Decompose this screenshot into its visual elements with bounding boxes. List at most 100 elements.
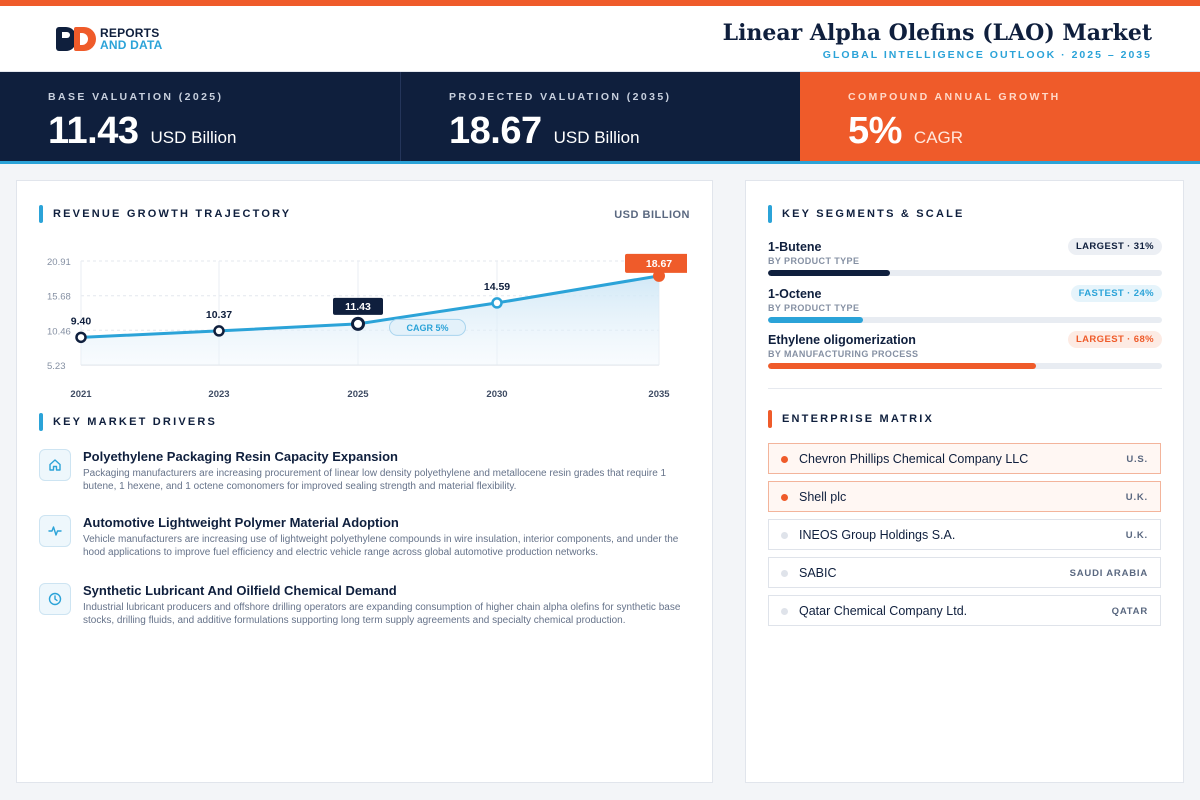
kpi-unit: USD Billion (553, 128, 640, 147)
trajectory-title: REVENUE GROWTH TRAJECTORY (53, 208, 292, 220)
segments-title: KEY SEGMENTS & SCALE (782, 208, 965, 220)
data-point (491, 297, 503, 309)
segment-badge: LARGEST · 31% (1067, 238, 1162, 255)
page-title: Linear Alpha Olefins (LAO) Market (722, 20, 1152, 46)
driver-description: Packaging manufacturers are increasing p… (83, 468, 667, 492)
kpi-band: BASE VALUATION (2025) 11.43 USD Billion … (0, 72, 1200, 164)
driver-item: Polyethylene Packaging Resin Capacity Ex… (39, 449, 694, 507)
data-point (75, 331, 87, 344)
segment-name: Ethylene oligomerization (768, 333, 916, 347)
company-row[interactable]: Shell plc U.K. (768, 481, 1161, 512)
company-row[interactable]: SABIC SAUDI ARABIA (768, 557, 1161, 588)
segment-row: Ethylene oligomerization BY MANUFACTURIN… (768, 331, 1162, 371)
data-label-badge (625, 253, 687, 273)
data-label: 11.43 (345, 301, 371, 313)
company-name: Shell plc (799, 490, 847, 504)
heading-accent-bar (39, 413, 43, 431)
kpi-unit: USD Billion (150, 128, 237, 147)
driver-item: Automotive Lightweight Polymer Material … (39, 515, 694, 575)
left-panel: REVENUE GROWTH TRAJECTORY USD BILLION 20… (16, 180, 713, 783)
kpi-base-valuation: BASE VALUATION (2025) 11.43 USD Billion (0, 72, 400, 161)
heading-accent-bar (768, 205, 772, 223)
x-tick-label: 2021 (70, 389, 92, 400)
logo-line-1: REPORTS (100, 26, 160, 40)
drivers-heading: KEY MARKET DRIVERS (39, 413, 217, 431)
segment-badge: FASTEST · 24% (1070, 285, 1162, 302)
kpi-number: 5% (848, 110, 902, 152)
company-country: U.K. (1125, 492, 1148, 503)
company-country: U.K. (1125, 530, 1148, 541)
y-tick-label: 5.23 (47, 361, 66, 372)
company-name: Chevron Phillips Chemical Company LLC (799, 452, 1029, 466)
segment-type: BY MANUFACTURING PROCESS (768, 349, 919, 359)
matrix-heading: ENTERPRISE MATRIX (768, 410, 934, 428)
segment-bar-fill (768, 363, 1036, 369)
data-label-badge (333, 297, 383, 315)
right-panel: KEY SEGMENTS & SCALE 1-Butene BY PRODUCT… (745, 180, 1184, 783)
x-tick-label: 2025 (347, 389, 369, 400)
company-row[interactable]: Qatar Chemical Company Ltd. QATAR (768, 595, 1161, 626)
y-tick-label: 15.68 (47, 292, 71, 303)
accent-strip (0, 0, 1200, 6)
status-dot (781, 570, 788, 577)
kpi-unit: CAGR (913, 128, 964, 147)
data-point (213, 325, 225, 337)
company-name: INEOS Group Holdings S.A. (799, 528, 956, 542)
chart-unit-label: USD BILLION (614, 209, 690, 221)
logo-line-2: AND DATA (100, 38, 163, 52)
segment-row: 1-Butene BY PRODUCT TYPE LARGEST · 31% (768, 238, 1162, 278)
company-row[interactable]: INEOS Group Holdings S.A. U.K. (768, 519, 1161, 550)
cagr-pill (389, 318, 466, 336)
heading-accent-bar (39, 205, 43, 223)
status-dot (781, 494, 788, 501)
data-label: 18.67 (646, 258, 672, 270)
y-tick-label: 10.46 (47, 326, 71, 337)
data-label: 10.37 (206, 309, 232, 321)
company-name: Qatar Chemical Company Ltd. (799, 604, 968, 618)
segment-type: BY PRODUCT TYPE (768, 256, 860, 266)
status-dot (781, 608, 788, 615)
company-country: U.S. (1126, 454, 1148, 465)
company-name: SABIC (799, 566, 837, 580)
drivers-title: KEY MARKET DRIVERS (53, 416, 218, 428)
kpi-cagr: COMPOUND ANNUAL GROWTH 5% CAGR (800, 72, 1200, 161)
kpi-number: 11.43 (48, 110, 139, 152)
driver-description: Industrial lubricant producers and offsh… (83, 602, 681, 626)
company-row[interactable]: Chevron Phillips Chemical Company LLC U.… (768, 443, 1161, 474)
logo-wordmark: REPORTS AND DATA (100, 27, 162, 51)
kpi-label: BASE VALUATION (2025) (48, 91, 224, 103)
section-divider (768, 388, 1162, 389)
data-point (653, 269, 665, 282)
company-country: SAUDI ARABIA (1069, 568, 1148, 579)
kpi-label: COMPOUND ANNUAL GROWTH (848, 91, 1061, 103)
pulse-icon (39, 515, 71, 547)
segment-bar-track (768, 270, 1162, 276)
status-dot (781, 456, 788, 463)
data-point (351, 316, 365, 331)
trajectory-heading: REVENUE GROWTH TRAJECTORY (39, 205, 291, 223)
segment-bar-track (768, 317, 1162, 323)
data-label: 9.40 (71, 315, 92, 327)
kpi-value-group: 5% CAGR (848, 110, 963, 153)
kpi-value-group: 18.67 USD Billion (449, 110, 640, 153)
x-tick-label: 2035 (648, 389, 670, 400)
driver-description: Vehicle manufacturers are increasing use… (83, 534, 679, 558)
logo-mark-icon (56, 27, 98, 51)
segment-type: BY PRODUCT TYPE (768, 303, 860, 313)
data-label: 14.59 (484, 281, 510, 293)
x-tick-label: 2023 (208, 389, 229, 400)
segment-row: 1-Octene BY PRODUCT TYPE FASTEST · 24% (768, 285, 1162, 325)
series-area (81, 275, 659, 365)
page-header: REPORTS AND DATA Linear Alpha Olefins (L… (0, 6, 1200, 72)
status-dot (781, 532, 788, 539)
kpi-projected-valuation: PROJECTED VALUATION (2035) 18.67 USD Bil… (400, 72, 800, 161)
segment-name: 1-Butene (768, 240, 822, 254)
drivers-list: Polyethylene Packaging Resin Capacity Ex… (39, 449, 694, 649)
driver-item: Synthetic Lubricant And Oilfield Chemica… (39, 583, 694, 641)
kpi-number: 18.67 (449, 110, 542, 152)
heading-accent-bar (768, 410, 772, 428)
driver-title: Automotive Lightweight Polymer Material … (83, 515, 399, 530)
segment-badge: LARGEST · 68% (1067, 331, 1162, 348)
brand-logo[interactable]: REPORTS AND DATA (56, 26, 162, 52)
driver-title: Synthetic Lubricant And Oilfield Chemica… (83, 583, 397, 598)
